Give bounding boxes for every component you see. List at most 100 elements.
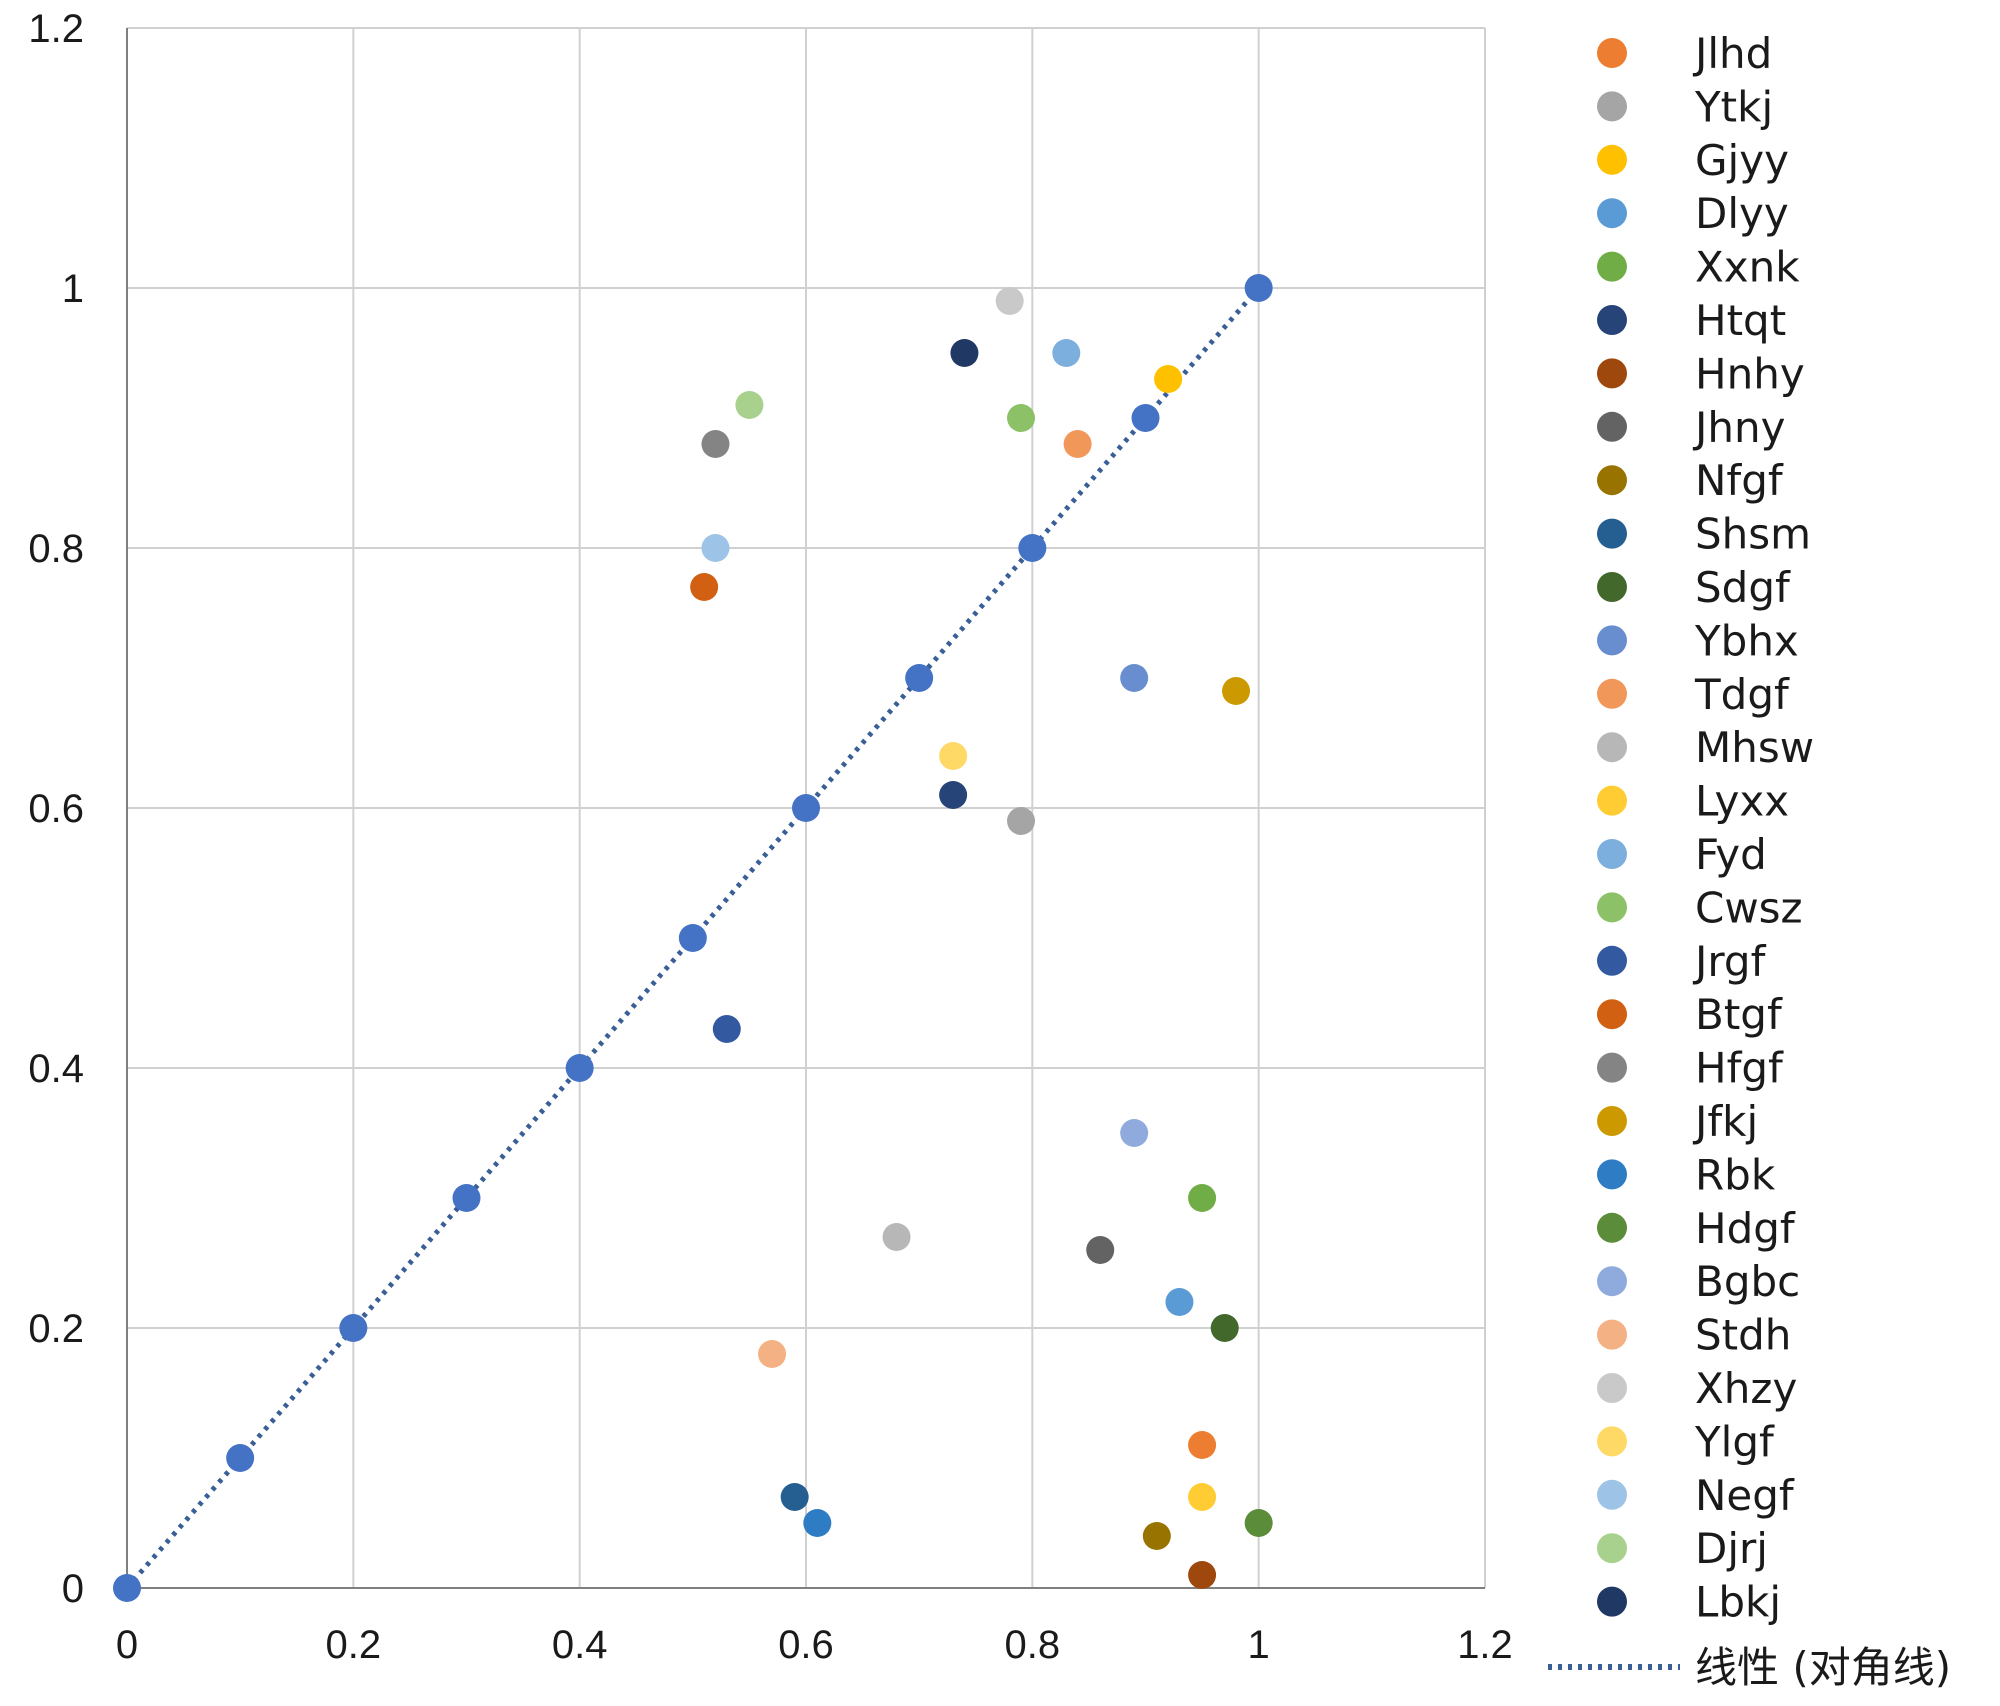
legend-label-rbk: Rbk (1695, 1150, 1776, 1199)
legend-marker-shsm (1597, 518, 1627, 549)
y-tick-label: 1.2 (28, 7, 84, 51)
x-tick-label: 1 (1248, 1623, 1270, 1667)
legend-label-sdgf: Sdgf (1695, 563, 1791, 612)
legend-label-diagonal: 线性 (对角线) (1695, 1643, 1951, 1692)
x-tick-label: 0.6 (778, 1623, 834, 1667)
legend-label-jhny: Jhny (1692, 403, 1785, 452)
diagonal-data-point (452, 1184, 481, 1212)
legend-marker-bgbc (1597, 1266, 1627, 1297)
legend-marker-jfkj (1597, 1106, 1627, 1136)
legend-label-lbkj: Lbkj (1695, 1578, 1781, 1627)
legend-marker-rbk (1597, 1159, 1627, 1190)
x-tick-label: 1.2 (1457, 1623, 1513, 1667)
legend-marker-stdh (1597, 1319, 1627, 1350)
axes: 0 0.2 0.4 0.6 0.8 1 1.2 0 0.2 0.4 0.6 0.8 1 1.2 (28, 7, 1512, 1667)
data-point-fyd (1052, 339, 1081, 367)
legend-marker-ybhx (1597, 625, 1627, 656)
diagonal-data-point (226, 1444, 255, 1472)
diagonal-data-point (1131, 404, 1160, 432)
diagonal-data-point (678, 924, 707, 952)
data-point-dlyy (1165, 1288, 1194, 1316)
legend-label-hnhy: Hnhy (1695, 349, 1805, 398)
data-point-tdgf (1063, 430, 1092, 458)
data-point-bgbc (1120, 1119, 1149, 1147)
legend-marker-xhzy (1597, 1373, 1627, 1403)
data-point-ytkj (1007, 807, 1036, 835)
data-point-ybhx (1120, 664, 1149, 692)
y-tick-label: 0.8 (28, 527, 84, 571)
legend-label-djrj: Djrj (1695, 1524, 1768, 1573)
legend-label-jfkj: Jfkj (1692, 1097, 1758, 1146)
data-point-shsm (780, 1483, 809, 1511)
legend-label-fyd: Fyd (1695, 830, 1767, 879)
legend-marker-hfgf (1597, 1052, 1627, 1083)
legend-marker-cwsz (1597, 892, 1627, 923)
data-point-btgf (690, 573, 719, 601)
data-point-htqt (939, 781, 968, 809)
legend-label-ylgf: Ylgf (1694, 1417, 1775, 1466)
data-point-jhny (1086, 1236, 1115, 1264)
legend-marker-sdgf (1597, 572, 1627, 602)
legend-label-cwsz: Cwsz (1695, 883, 1803, 932)
data-points (113, 274, 1273, 1602)
legend-label-lyxx: Lyxx (1695, 777, 1789, 826)
legend-label-nfgf: Nfgf (1695, 456, 1784, 505)
legend-label-mhsw: Mhsw (1695, 723, 1814, 772)
data-point-nfgf (1142, 1522, 1171, 1550)
legend-label-hfgf: Hfgf (1695, 1044, 1784, 1093)
data-point-hdgf (1244, 1509, 1273, 1537)
diagonal-data-point (792, 794, 820, 822)
legend-marker-negf (1597, 1479, 1627, 1510)
legend-marker-xxnk (1597, 251, 1627, 282)
data-point-gjyy (1154, 365, 1183, 393)
y-tick-label: 0.2 (28, 1307, 84, 1351)
diagonal-data-point (339, 1314, 368, 1342)
legend-label-jrgf: Jrgf (1692, 937, 1767, 986)
y-tick-label: 0.6 (28, 787, 84, 831)
data-point-mhsw (882, 1223, 911, 1251)
legend-marker-htqt (1597, 305, 1627, 335)
legend-marker-dlyy (1597, 198, 1627, 229)
legend-label-shsm: Shsm (1695, 510, 1811, 559)
diagonal-data-point (1244, 274, 1273, 302)
legend-marker-jlhd (1597, 38, 1627, 68)
legend-label-dlyy: Dlyy (1695, 189, 1789, 238)
y-tick-label: 0 (62, 1567, 84, 1611)
data-point-xxnk (1188, 1184, 1217, 1212)
legend-label-xxnk: Xxnk (1695, 243, 1800, 292)
data-point-lyxx (1188, 1483, 1217, 1511)
data-point-jlhd (1188, 1431, 1217, 1459)
legend-marker-ytkj (1597, 91, 1627, 122)
data-point-lbkj (950, 339, 979, 367)
legend-label-stdh: Stdh (1695, 1311, 1791, 1360)
x-tick-label: 0 (116, 1623, 138, 1667)
legend-label-btgf: Btgf (1695, 990, 1783, 1039)
legend-marker-mhsw (1597, 732, 1627, 763)
legend-marker-djrj (1597, 1533, 1627, 1564)
data-point-rbk (803, 1509, 832, 1537)
data-point-cwsz (1007, 404, 1036, 432)
x-tick-label: 0.2 (326, 1623, 382, 1667)
y-tick-label: 1 (62, 267, 84, 311)
data-point-djrj (735, 391, 764, 419)
data-point-stdh (758, 1340, 787, 1368)
legend-label-xhzy: Xhzy (1695, 1364, 1797, 1413)
diagonal-data-point (113, 1574, 141, 1602)
data-point-hfgf (701, 430, 730, 458)
x-tick-label: 0.4 (552, 1623, 608, 1667)
legend-marker-lyxx (1597, 785, 1627, 816)
data-point-hnhy (1188, 1561, 1217, 1589)
legend-label-bgbc: Bgbc (1695, 1257, 1800, 1306)
legend-marker-fyd (1597, 839, 1627, 869)
legend-marker-hnhy (1597, 358, 1627, 389)
legend-label-negf: Negf (1695, 1471, 1795, 1520)
legend-label-gjyy: Gjyy (1695, 136, 1789, 185)
diagonal-data-point (565, 1054, 594, 1082)
legend-label-ytkj: Ytkj (1694, 82, 1773, 131)
diagonal-data-point (905, 664, 934, 692)
legend-label-htqt: Htqt (1695, 296, 1786, 345)
data-point-jrgf (712, 1015, 741, 1043)
